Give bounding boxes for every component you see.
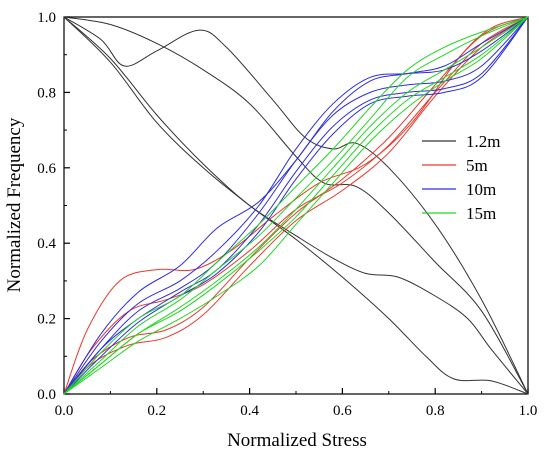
series-line-15m [63,16,529,395]
legend-label: 15m [466,204,496,223]
x-tick-label: 0.6 [333,403,352,419]
x-tick-label: 0.4 [240,403,259,419]
legend-label: 1.2m [466,132,500,151]
series-line-12m [63,16,529,395]
series-line-15m [63,16,529,395]
y-tick-label: 1.0 [37,10,56,26]
x-tick-label: 1.0 [519,403,538,419]
x-tick-label: 0.2 [147,403,166,419]
x-axis-label: Normalized Stress [227,430,367,451]
legend: 1.2m 5m 10m 15m [422,132,500,223]
y-tick-label: 0.8 [37,85,56,101]
series-line-5m [63,16,529,395]
x-tick-label: 0.0 [55,403,74,419]
y-axis: 0.0 0.2 0.4 0.6 0.8 1.0 [37,10,70,403]
series-line-12m [63,16,529,395]
series-line-10m [63,16,529,395]
series-line-15m [63,16,529,395]
y-axis-label: Normalized Frequency [4,117,25,292]
series-line-12m [63,16,529,395]
legend-label: 10m [466,180,496,199]
series-line-5m [63,16,529,395]
series-line-15m [63,16,529,395]
x-tick-label: 0.8 [426,403,445,419]
series-lines [63,16,529,395]
legend-label: 5m [466,156,488,175]
y-tick-label: 0.4 [37,236,56,252]
y-tick-label: 0.2 [37,312,56,328]
series-line-12m [63,16,529,395]
y-tick-label: 0.6 [37,161,56,177]
x-axis: 0.0 0.2 0.4 0.6 0.8 1.0 [55,388,538,419]
y-tick-label: 0.0 [37,387,56,403]
